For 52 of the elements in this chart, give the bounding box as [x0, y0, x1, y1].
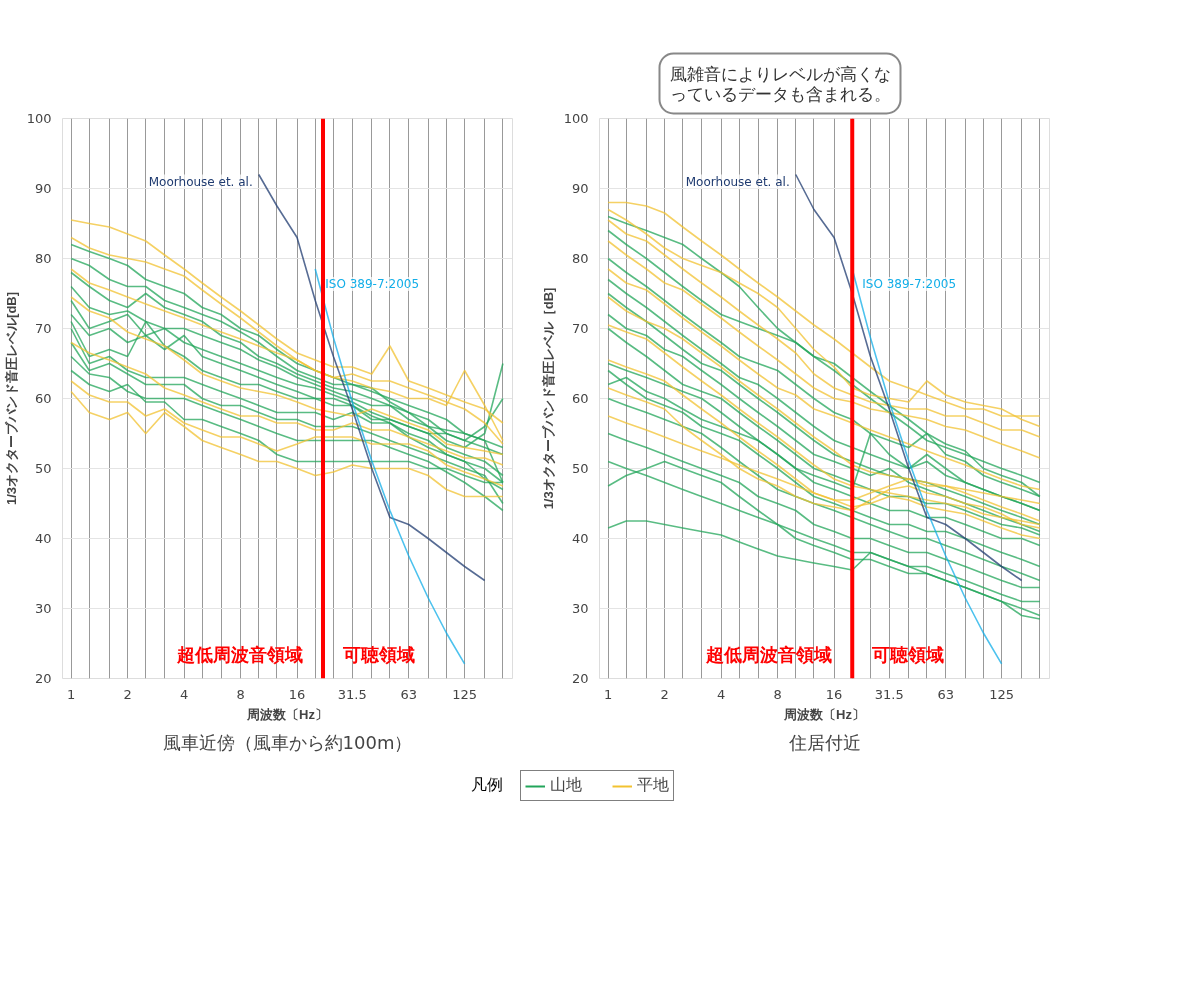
y-tick-label: 20	[34, 671, 52, 686]
x-tick-label: 125	[452, 686, 478, 702]
y-tick-label: 90	[571, 181, 589, 196]
y-tick-label: 40	[34, 531, 52, 546]
text: 風雑音によりレベルが高くなっているデータも含まれる。	[669, 63, 891, 104]
annotation: 超低周波音領域	[176, 643, 304, 665]
y-tick-label: 90	[34, 181, 52, 196]
y-tick-label: 100	[563, 111, 589, 126]
y-tick-label: 80	[34, 251, 52, 266]
x-tick-label: 8	[236, 686, 245, 702]
y-tick-label: 80	[571, 251, 589, 266]
annotation: 可聴領域	[871, 643, 945, 665]
x-tick-label: 125	[989, 686, 1015, 702]
x-tick-label: 2	[123, 686, 132, 702]
x-tick-label: 1	[603, 686, 613, 702]
y-tick-label: 40	[571, 531, 589, 546]
annotation: 超低周波音領域	[705, 643, 833, 665]
x-tick-label: 31.5	[874, 686, 904, 702]
y-tick-label: 50	[571, 461, 589, 476]
x-tick-label: 63	[400, 686, 418, 702]
series-label: Moorhouse et. al.	[148, 174, 253, 189]
y-tick-label: 20	[571, 671, 589, 686]
x-tick-label: 4	[716, 686, 726, 702]
y-tick-label: 60	[34, 391, 52, 406]
y-axis-title: 1/3オクターブバンド音圧レベル［dB]	[540, 287, 556, 510]
x-tick-label: 1	[66, 686, 76, 702]
x-tick-label: 16	[288, 686, 306, 702]
y-tick-label: 30	[571, 601, 589, 616]
annotation: 可聴領域	[342, 643, 416, 665]
x-tick-label: 8	[773, 686, 782, 702]
legend-label: 山地	[550, 775, 582, 796]
series-label: Moorhouse et. al.	[685, 174, 790, 189]
y-tick-label: 70	[34, 321, 52, 336]
series-label: ISO 389-7:2005	[325, 277, 420, 291]
legend-title: 凡例	[470, 774, 503, 794]
x-axis-title: 周波数〔Hz〕	[246, 706, 328, 722]
y-tick-label: 70	[571, 321, 589, 336]
x-axis-title: 周波数〔Hz〕	[783, 706, 865, 722]
x-tick-label: 2	[660, 686, 669, 702]
text: 風車近傍（風車から約100m）	[162, 731, 413, 753]
text: 住居付近	[787, 731, 861, 753]
y-tick-label: 50	[34, 461, 52, 476]
x-tick-label: 4	[179, 686, 189, 702]
y-tick-label: 100	[26, 111, 52, 126]
y-tick-label: 60	[571, 391, 589, 406]
x-tick-label: 63	[937, 686, 955, 702]
x-tick-label: 16	[825, 686, 843, 702]
y-axis-title: 1/3オクターブバンド音圧レベル[dB]	[3, 291, 19, 506]
legend-label: 平地	[637, 775, 669, 796]
series-label: ISO 389-7:2005	[862, 277, 957, 291]
x-tick-label: 31.5	[337, 686, 367, 702]
y-tick-label: 30	[34, 601, 52, 616]
